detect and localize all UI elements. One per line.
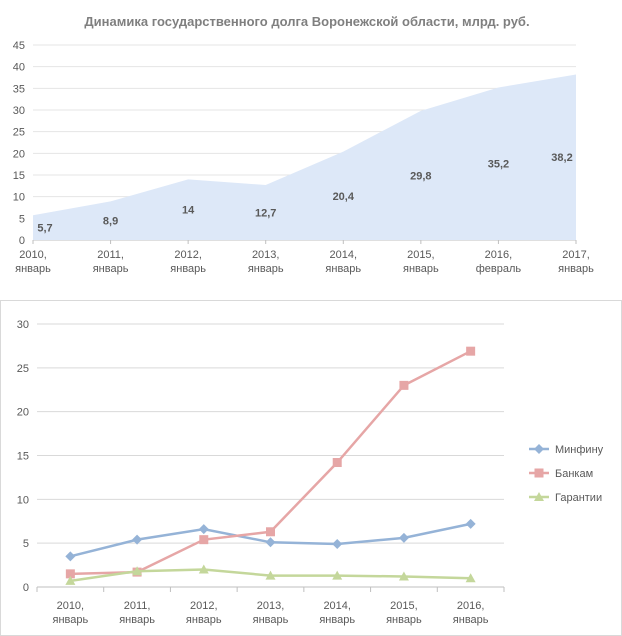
series-минфину — [65, 518, 476, 562]
x-tick-label: 2015, январь — [403, 249, 439, 275]
legend-label: Банкам — [555, 468, 593, 480]
y-tick-label: 0 — [19, 235, 25, 247]
data-point — [398, 571, 409, 581]
y-tick-label: 35 — [13, 83, 25, 95]
y-tick-label: 30 — [17, 319, 29, 331]
data-label: 5,7 — [37, 223, 52, 235]
x-tick-label: 2017, январь — [558, 249, 594, 275]
data-label: 29,8 — [410, 170, 431, 182]
y-tick-label: 15 — [17, 451, 29, 463]
chart-area-svg: Динамика государственного долга Воронежс… — [13, 14, 594, 275]
y-tick-label: 15 — [13, 170, 25, 182]
data-point — [465, 573, 476, 583]
data-point — [199, 535, 209, 545]
y-tick-label: 20 — [17, 407, 29, 419]
chart-debt-structure: 0 5 10 15 20 25 30 2010, январь 2011, январь 2012,… — [0, 300, 622, 636]
data-label: 20,4 — [333, 191, 355, 203]
legend-label: Гарантии — [555, 492, 602, 504]
data-label: 14 — [182, 205, 195, 217]
data-point — [265, 570, 276, 580]
legend: Минфину Банкам Гарантии — [529, 444, 604, 504]
x-tick-label: 2010, январь — [52, 600, 88, 626]
legend-marker — [534, 492, 544, 501]
legend-label: Минфину — [555, 444, 604, 456]
y-tick-label: 5 — [19, 213, 25, 225]
data-point — [465, 518, 476, 529]
data-point — [132, 534, 143, 545]
y-tick-label: 20 — [13, 148, 25, 160]
data-point — [198, 564, 209, 574]
x-tick-label: 2016, февраль — [476, 249, 522, 275]
data-point — [332, 458, 342, 468]
x-tick-label: 2012, январь — [186, 600, 222, 626]
x-tick-label: 2013, январь — [253, 600, 289, 626]
y-tick-label: 40 — [13, 62, 25, 74]
y-tick-label: 25 — [13, 127, 25, 139]
chart-debt-dynamics: Динамика государственного долга Воронежс… — [0, 0, 622, 290]
data-point — [466, 346, 476, 356]
legend-item: Минфину — [529, 444, 604, 456]
data-point — [399, 380, 409, 390]
data-point — [332, 570, 343, 580]
x-tick-label: 2014, январь — [319, 600, 355, 626]
chart-line-svg: 0 5 10 15 20 25 30 2010, январь 2011, январь 2012,… — [17, 319, 604, 626]
legend-marker — [534, 444, 544, 454]
x-tick-label: 2013, январь — [248, 249, 284, 275]
y-tick-label: 30 — [13, 105, 25, 117]
y-tick-label: 10 — [17, 494, 29, 506]
x-tick-label: 2010, январь — [15, 249, 51, 275]
y-tick-label: 25 — [17, 363, 29, 375]
data-label: 8,9 — [103, 216, 118, 228]
x-tick-label: 2015, январь — [386, 600, 422, 626]
y-tick-label: 5 — [23, 538, 29, 550]
debt-area — [33, 74, 576, 240]
legend-marker — [534, 468, 544, 478]
x-tick-label: 2016, январь — [453, 600, 489, 626]
data-point — [65, 551, 76, 562]
data-point — [332, 539, 343, 550]
y-tick-label: 45 — [13, 40, 25, 52]
data-point — [198, 524, 209, 535]
data-label: 35,2 — [488, 159, 509, 171]
data-label: 38,2 — [551, 152, 572, 164]
series-гарантии — [65, 564, 476, 585]
data-point — [65, 569, 75, 579]
legend-item: Банкам — [529, 468, 593, 480]
legend-item: Гарантии — [529, 492, 602, 504]
chart-title: Динамика государственного долга Воронежс… — [84, 14, 529, 29]
x-tick-label: 2011, январь — [93, 249, 129, 275]
data-point — [266, 527, 275, 537]
x-tick-label: 2014, январь — [325, 249, 361, 275]
y-tick-label: 0 — [23, 582, 29, 594]
data-point — [398, 532, 409, 543]
y-tick-label: 10 — [13, 192, 25, 204]
data-point — [265, 537, 276, 548]
x-tick-label: 2011, январь — [119, 600, 155, 626]
data-point — [132, 566, 143, 576]
x-tick-label: 2012, январь — [170, 249, 206, 275]
data-label: 12,7 — [255, 207, 276, 219]
data-point — [65, 575, 76, 585]
